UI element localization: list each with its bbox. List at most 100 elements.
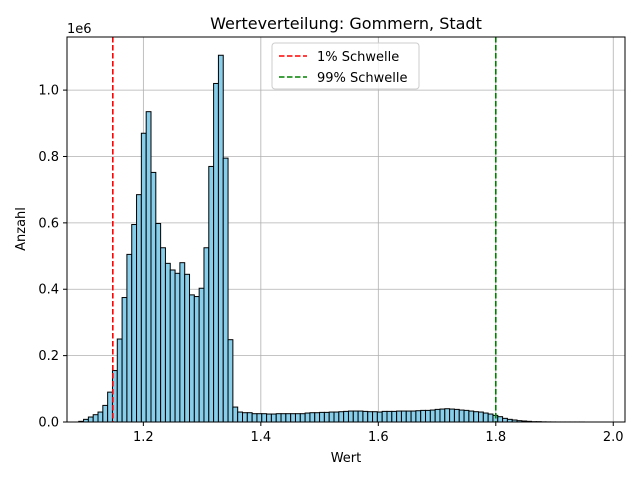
legend-label-1pct: 1% Schwelle [317, 50, 399, 65]
histogram-bar [338, 411, 345, 423]
y-axis-ticks: 0.0 0.2 0.4 0.6 0.8 1.0 [38, 84, 67, 431]
histogram-bar [203, 247, 210, 423]
x-tick-label: 1.8 [485, 430, 506, 445]
histogram-bar [145, 111, 152, 423]
histogram-bar [429, 409, 436, 423]
histogram-bar [482, 412, 489, 423]
histogram-bar [497, 416, 504, 423]
legend-label-99pct: 99% Schwelle [317, 71, 408, 86]
histogram-bar [376, 411, 383, 423]
histogram-bar [184, 273, 191, 423]
y-axis-scale-label: 1e6 [67, 22, 92, 37]
plot-area-frame [66, 36, 626, 423]
y-tick-label: 0.0 [38, 416, 59, 431]
x-axis-ticks: 1.2 1.4 1.6 1.8 2.0 [133, 422, 624, 445]
histogram-bar [126, 253, 133, 423]
histogram-bar [304, 412, 311, 423]
histogram-bar [410, 410, 417, 423]
y-tick-label: 1.0 [38, 84, 59, 99]
histogram-bar [222, 157, 229, 423]
histogram-bar [319, 411, 325, 423]
histogram-bar [121, 297, 128, 423]
histogram-bar [396, 410, 402, 423]
histogram-bar [270, 413, 277, 423]
histogram-bar [164, 262, 171, 423]
histogram-bar [275, 413, 282, 423]
histogram-bar [449, 408, 455, 423]
chart-title: Werteverteilung: Gommern, Stadt [210, 14, 482, 33]
histogram-bar [217, 54, 224, 423]
histogram-bar [405, 410, 412, 423]
histogram-bar [155, 223, 162, 423]
histogram-bar [439, 408, 446, 423]
histogram-bar [357, 410, 364, 423]
x-tick-label: 1.6 [368, 430, 389, 445]
y-axis-label: Anzahl [14, 207, 29, 251]
histogram-bar [458, 409, 465, 423]
histogram-bar [299, 413, 306, 423]
legend-frame [271, 42, 420, 90]
histogram-bar [232, 406, 239, 423]
histogram-bar [242, 412, 248, 423]
histogram-bar [386, 410, 393, 423]
histogram-bar [391, 410, 398, 423]
histogram-bar [425, 409, 431, 423]
histogram-bar [131, 224, 138, 423]
histogram-bar [309, 412, 316, 423]
x-tick-label: 1.2 [133, 430, 154, 445]
histogram-bar [367, 411, 374, 423]
histogram-bar [136, 194, 142, 423]
histogram-bar [189, 294, 195, 423]
threshold-lines [112, 37, 497, 422]
histogram-bar [415, 410, 422, 423]
x-axis-label: Wert [331, 451, 362, 466]
histogram-bar [107, 391, 113, 423]
histogram-bar [314, 412, 321, 423]
y-tick-label: 0.6 [38, 216, 59, 231]
histogram-bar [213, 82, 219, 423]
histogram-bar [169, 269, 176, 423]
histogram-bar [323, 411, 330, 423]
histogram-bar [102, 404, 109, 423]
histogram-bar [290, 413, 296, 423]
histogram-bar [97, 411, 104, 423]
histogram-bar [140, 132, 147, 423]
histogram-bar [420, 409, 427, 423]
histogram-bar [463, 409, 470, 423]
y-tick-label: 0.2 [38, 349, 59, 364]
histogram-bar [87, 416, 94, 423]
legend: 1% Schwelle 99% Schwelle [271, 42, 420, 90]
histogram-bar [502, 417, 508, 423]
histogram-bar [261, 413, 268, 423]
histogram-bar [453, 408, 460, 423]
histogram-bar [352, 410, 359, 423]
histogram-bar [434, 408, 441, 423]
histogram-bar [198, 287, 205, 423]
histogram-bar [333, 411, 340, 423]
histogram-bar [208, 165, 215, 423]
histogram-bar [468, 410, 475, 423]
histogram-bar [285, 413, 292, 423]
histogram-bar [251, 413, 258, 423]
histogram-bar [174, 272, 181, 423]
histogram-bar [381, 410, 388, 423]
histogram-bar [280, 413, 287, 423]
histogram-bar [160, 247, 166, 423]
histogram-bar [193, 296, 200, 423]
histogram-bar [362, 410, 369, 423]
y-tick-label: 0.4 [38, 283, 59, 298]
histogram-bar [400, 410, 407, 423]
histogram-bar [347, 410, 354, 423]
x-tick-label: 2.0 [603, 430, 624, 445]
histogram-bar [179, 262, 186, 423]
histogram-bar [92, 414, 99, 423]
histogram-bar [246, 412, 253, 423]
histogram-bar [266, 413, 272, 423]
histogram-bar [372, 411, 378, 423]
histogram-bar [487, 413, 494, 423]
histogram-bar [227, 339, 234, 423]
histogram-bar [444, 408, 451, 423]
histogram-bar [294, 413, 301, 423]
y-tick-label: 0.8 [38, 150, 59, 165]
